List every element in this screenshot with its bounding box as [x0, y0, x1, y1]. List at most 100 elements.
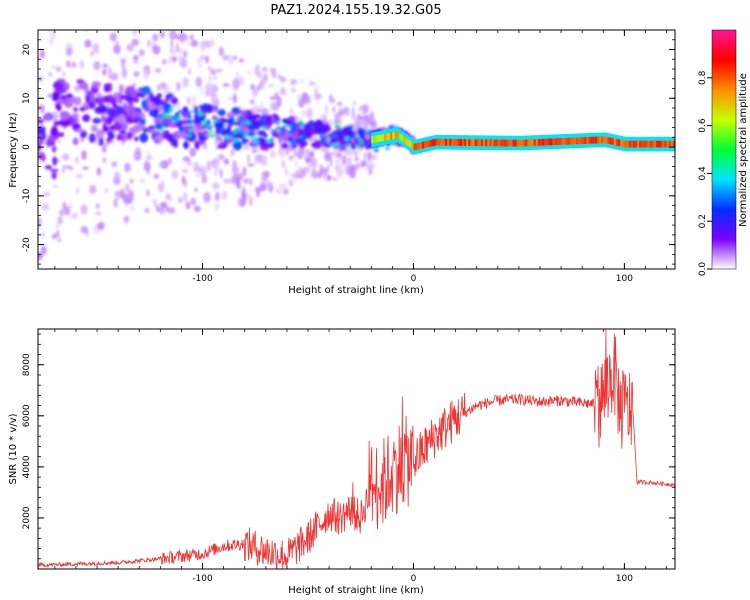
spectrogram-frame	[37, 29, 676, 270]
spectrogram-cell	[291, 121, 297, 131]
spectrogram-cell	[206, 124, 212, 128]
spectrogram-cell	[346, 106, 350, 117]
spectrogram-cell	[300, 78, 305, 84]
spectrogram-cell	[309, 150, 315, 159]
spectrogram-cell	[358, 138, 363, 142]
spectrogram-cell	[266, 139, 273, 143]
spectrogram-cell	[308, 81, 317, 86]
spectrogram-cell	[288, 155, 295, 161]
spectrogram-cell	[38, 278, 42, 283]
spectrogram-cell	[66, 0, 68, 5]
snr-line	[38, 329, 675, 569]
spectrogram-cell	[290, 79, 293, 86]
spectrogram-cell	[214, 202, 220, 211]
spectrogram-cell	[40, 232, 46, 237]
spectrogram-band-core	[514, 139, 518, 147]
spectrogram-cell	[92, 44, 97, 51]
spectrogram-cell	[365, 128, 369, 134]
spectrogram-cell	[276, 96, 282, 108]
spectrogram-cell	[183, 191, 188, 203]
spectrogram-cell	[231, 165, 240, 175]
spectrogram-cell	[269, 96, 277, 100]
spectrogram-band-core	[440, 138, 444, 146]
spectrogram-cell	[163, 30, 170, 33]
spectrogram-cell	[72, 112, 80, 118]
spectrogram-band-core	[375, 135, 379, 143]
spectrogram-band-core	[565, 137, 569, 145]
spectrogram-cell	[140, 118, 146, 125]
spectrogram-cell	[357, 116, 365, 120]
spectrogram-cell	[245, 120, 252, 125]
spectrogram-x-tick-label: 0	[411, 274, 417, 284]
spectrogram-cell	[57, 139, 62, 143]
spectrogram-cell	[112, 121, 122, 131]
spectrogram-cell	[85, 94, 91, 104]
spectrogram-cell	[111, 161, 118, 168]
spectrogram-band-core	[550, 138, 554, 146]
spectrogram-cell	[332, 134, 338, 138]
spectrogram-band-core	[381, 134, 385, 142]
spectrogram-cell	[289, 141, 296, 145]
spectrogram-cell	[209, 39, 215, 48]
spectrogram-cell	[249, 196, 253, 207]
spectrogram-cell	[328, 175, 331, 180]
spectrogram-cell	[236, 182, 242, 189]
spectrogram-cell	[234, 138, 239, 143]
spectrogram-cell	[52, 94, 59, 100]
spectrogram-band-core	[582, 137, 585, 144]
spectrogram-cell	[243, 178, 250, 184]
spectrogram-cell	[51, 172, 57, 180]
spectrogram-cell	[332, 98, 335, 103]
snr-y-tick-label: 8000	[22, 353, 32, 376]
spectrogram-cell	[57, 99, 67, 105]
spectrogram-cell	[194, 187, 198, 192]
spectrogram-cell	[212, 119, 216, 124]
spectrogram-cell	[282, 188, 289, 195]
spectrogram-cell	[251, 113, 261, 120]
spectrogram-band-core	[383, 133, 387, 141]
spectrogram-cell	[160, 180, 165, 191]
spectrogram-cell	[229, 177, 234, 185]
spectrogram-band-core	[588, 136, 592, 144]
spectrogram-band-core	[632, 140, 636, 148]
figure-title: PAZ1.2024.155.19.32.G05	[270, 3, 441, 18]
spectrogram-cell	[297, 95, 300, 99]
spectrogram-cell	[282, 125, 288, 129]
spectrogram-cell	[265, 114, 273, 125]
spectrogram-cell	[115, 105, 125, 115]
spectrogram-cell	[88, 101, 96, 110]
spectrogram-cell	[232, 77, 240, 89]
spectrogram-cell	[61, 153, 70, 161]
spectrogram-cell	[171, 117, 178, 122]
spectrogram-cell	[205, 81, 213, 93]
spectrogram-cell	[235, 126, 240, 131]
spectrogram-cell	[241, 192, 247, 201]
spectrogram-cell	[113, 44, 121, 55]
spectrogram-cell	[182, 106, 189, 112]
spectrogram-cell	[182, 143, 190, 148]
spectrogram-cell	[276, 188, 281, 194]
spectrogram-cell	[270, 128, 274, 134]
spectrogram-cell	[363, 158, 367, 167]
spectrogram-band-core	[508, 139, 512, 147]
spectrogram-band-core	[649, 140, 653, 148]
snr-y-axis-label: SNR (10 * v/v)	[8, 413, 19, 484]
spectrogram-cell	[219, 130, 227, 136]
spectrogram-cell	[92, 11, 100, 20]
spectrogram-band-core	[647, 140, 651, 148]
spectrogram-cell	[168, 55, 172, 65]
spectrogram-cell	[126, 44, 134, 52]
spectrogram-cell	[154, 123, 162, 129]
spectrogram-cell	[133, 71, 140, 77]
spectrogram-band-core	[480, 139, 484, 147]
spectrogram-band-core	[485, 139, 488, 147]
spectrogram-cell	[145, 156, 150, 161]
spectrogram-band	[371, 127, 675, 155]
spectrogram-cell	[313, 160, 317, 170]
spectrogram-cell	[313, 139, 323, 150]
colorbar: 0.0 0.2 0.4 0.6 0.8 Normalized spectral ampl…	[698, 29, 749, 276]
spectrogram-cell	[96, 167, 102, 176]
spectrogram-cell	[208, 129, 214, 133]
spectrogram-cell	[78, 8, 81, 16]
spectrogram-cell	[98, 136, 104, 147]
